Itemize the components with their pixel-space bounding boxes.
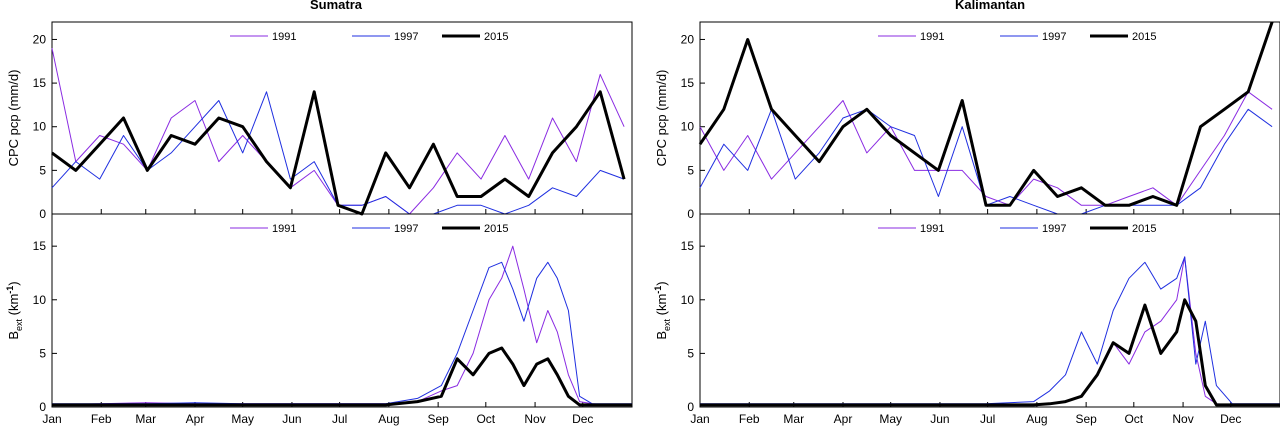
sumatra-bext-legend-label-1997: 1997 — [394, 223, 418, 235]
sumatra-bext-xtick-label-3: Apr — [186, 412, 205, 426]
sumatra-precip-legend-label-2015: 2015 — [484, 31, 508, 43]
kalimantan-bext-xtick-label-11: Dec — [1220, 412, 1241, 426]
sumatra-bext-ylabel-part-4: ) — [6, 281, 21, 285]
sumatra-bext-xtick-label-2: Mar — [135, 412, 156, 426]
sumatra-bext-legend-label-1991: 1991 — [272, 223, 296, 235]
kalimantan-bext-line-1991 — [700, 256, 1280, 406]
sumatra-precip-ytick-label-2: 10 — [33, 120, 47, 134]
sumatra-bext-ytick-label-3: 15 — [33, 239, 47, 253]
kalimantan-precip-ytick-label-3: 15 — [681, 76, 695, 90]
kalimantan-bext-ylabel-part-2: (km — [654, 294, 669, 319]
kalimantan-bext-ytick-label-0: 0 — [687, 400, 694, 414]
sumatra-bext-xtick-label-0: Jan — [42, 412, 61, 426]
sumatra-precip-ytick-label-1: 5 — [39, 163, 46, 177]
kalimantan-bext-ylabel-part-3: -1 — [653, 286, 663, 294]
kalimantan-bext-axes — [699, 213, 1280, 408]
kalimantan-bext-ylabel: Bext (km-1) — [653, 281, 672, 339]
kalimantan-bext-ylabel-part-0: B — [654, 331, 669, 340]
kalimantan-precip-line-2015 — [698, 21, 1274, 207]
kalimantan-precip-ytick-label-0: 0 — [687, 207, 694, 221]
sumatra-bext-xtick-label-6: Jul — [332, 412, 347, 426]
kalimantan-precip-axes — [699, 21, 1280, 215]
kalimantan-precip-legend-label-1991: 1991 — [920, 31, 944, 43]
kalimantan-bext-legend-label-1997: 1997 — [1042, 223, 1066, 235]
kalimantan-bext-legend-label-1991: 1991 — [920, 223, 944, 235]
sumatra-precip-ytick-label-4: 20 — [33, 32, 47, 46]
sumatra-bext-ylabel-part-1: ext — [14, 318, 24, 331]
kalimantan-precip-ytick-label-1: 5 — [687, 163, 694, 177]
panel-kalimantan-bext: 0 5 10 15 Jan Feb Mar Apr May Jun Jul Aug Sep Oct Nov D… — [653, 213, 1280, 426]
kalimantan-bext-ytick-label-3: 15 — [681, 239, 695, 253]
sumatra-bext-axes — [51, 213, 633, 408]
title-sumatra: Sumatra — [310, 0, 363, 12]
sumatra-precip-ylabel: CPC pcp (mm/d) — [6, 70, 21, 167]
kalimantan-bext-xtick-label-2: Mar — [783, 412, 804, 426]
sumatra-precip-legend-label-1997: 1997 — [394, 31, 418, 43]
sumatra-bext-legend-label-2015: 2015 — [484, 223, 508, 235]
sumatra-bext-xtick-label-8: Sep — [427, 412, 449, 426]
sumatra-bext-ylabel-part-3: -1 — [5, 286, 15, 294]
kalimantan-precip-ytick-label-2: 10 — [681, 120, 695, 134]
sumatra-bext-xtick-label-4: May — [231, 412, 254, 426]
kalimantan-bext-legend-label-2015: 2015 — [1132, 223, 1156, 235]
sumatra-precip-line-1991 — [51, 48, 625, 215]
sumatra-precip-ytick-label-0: 0 — [39, 207, 46, 221]
kalimantan-bext-xtick-label-7: Aug — [1026, 412, 1047, 426]
kalimantan-bext-line-2015 — [700, 298, 1280, 407]
sumatra-bext-ylabel-part-2: (km — [6, 294, 21, 319]
sumatra-bext-xtick-label-5: Jun — [282, 412, 301, 426]
sumatra-bext-line-2015 — [52, 346, 632, 407]
kalimantan-bext-xtick-label-10: Nov — [1172, 412, 1193, 426]
sumatra-bext-xtick-label-11: Dec — [572, 412, 593, 426]
sumatra-bext-ytick-label-1: 5 — [39, 346, 46, 360]
sumatra-precip-legend-label-1991: 1991 — [272, 31, 296, 43]
kalimantan-precip-line-1991 — [699, 91, 1273, 206]
sumatra-bext-line-1997 — [52, 261, 632, 405]
sumatra-bext-ylabel: Bext (km-1) — [5, 281, 24, 339]
sumatra-precip-axes — [51, 21, 633, 215]
sumatra-precip-ytick-label-3: 15 — [33, 76, 47, 90]
sumatra-bext-line-1991 — [51, 245, 632, 406]
kalimantan-bext-xtick-label-3: Apr — [834, 412, 853, 426]
sumatra-bext-xtick-label-7: Aug — [378, 412, 399, 426]
kalimantan-bext-xtick-label-4: May — [879, 412, 902, 426]
title-kalimantan: Kalimantan — [955, 0, 1025, 12]
kalimantan-bext-xtick-label-8: Sep — [1075, 412, 1097, 426]
panel-kalimantan-precip: 0 5 10 15 20 CPC pcp (mm/d) 1991 1997 2015 — [654, 21, 1280, 221]
sumatra-bext-xtick-label-10: Nov — [524, 412, 545, 426]
sumatra-bext-ylabel-part-0: B — [6, 331, 21, 340]
panel-sumatra-bext: 0 5 10 15 Jan Feb Mar Apr May Jun Jul Aug Sep Oct Nov D… — [5, 213, 633, 426]
kalimantan-bext-ylabel-part-4: ) — [654, 281, 669, 285]
kalimantan-bext-xtick-label-0: Jan — [690, 412, 709, 426]
kalimantan-precip-ytick-label-4: 20 — [681, 32, 695, 46]
kalimantan-precip-legend-label-1997: 1997 — [1042, 31, 1066, 43]
kalimantan-bext-xtick-label-6: Jul — [980, 412, 995, 426]
kalimantan-bext-xtick-label-5: Jun — [930, 412, 949, 426]
kalimantan-bext-ytick-label-1: 5 — [687, 346, 694, 360]
sumatra-bext-xtick-label-1: Feb — [91, 412, 112, 426]
panel-sumatra-precip: 0 5 10 15 20 CPC pcp (mm/d) 1991 1997 2015 — [6, 21, 633, 221]
sumatra-bext-xtick-label-9: Oct — [476, 412, 495, 426]
kalimantan-bext-ytick-label-2: 10 — [681, 293, 695, 307]
kalimantan-precip-legend-label-2015: 2015 — [1132, 31, 1156, 43]
kalimantan-precip-ylabel: CPC pcp (mm/d) — [654, 70, 669, 167]
sumatra-bext-ytick-label-2: 10 — [33, 293, 47, 307]
kalimantan-bext-xtick-label-1: Feb — [739, 412, 760, 426]
sumatra-bext-ytick-label-0: 0 — [39, 400, 46, 414]
kalimantan-bext-xtick-label-9: Oct — [1124, 412, 1143, 426]
kalimantan-bext-ylabel-part-1: ext — [662, 318, 672, 331]
sumatra-precip-line-2015 — [51, 90, 626, 216]
